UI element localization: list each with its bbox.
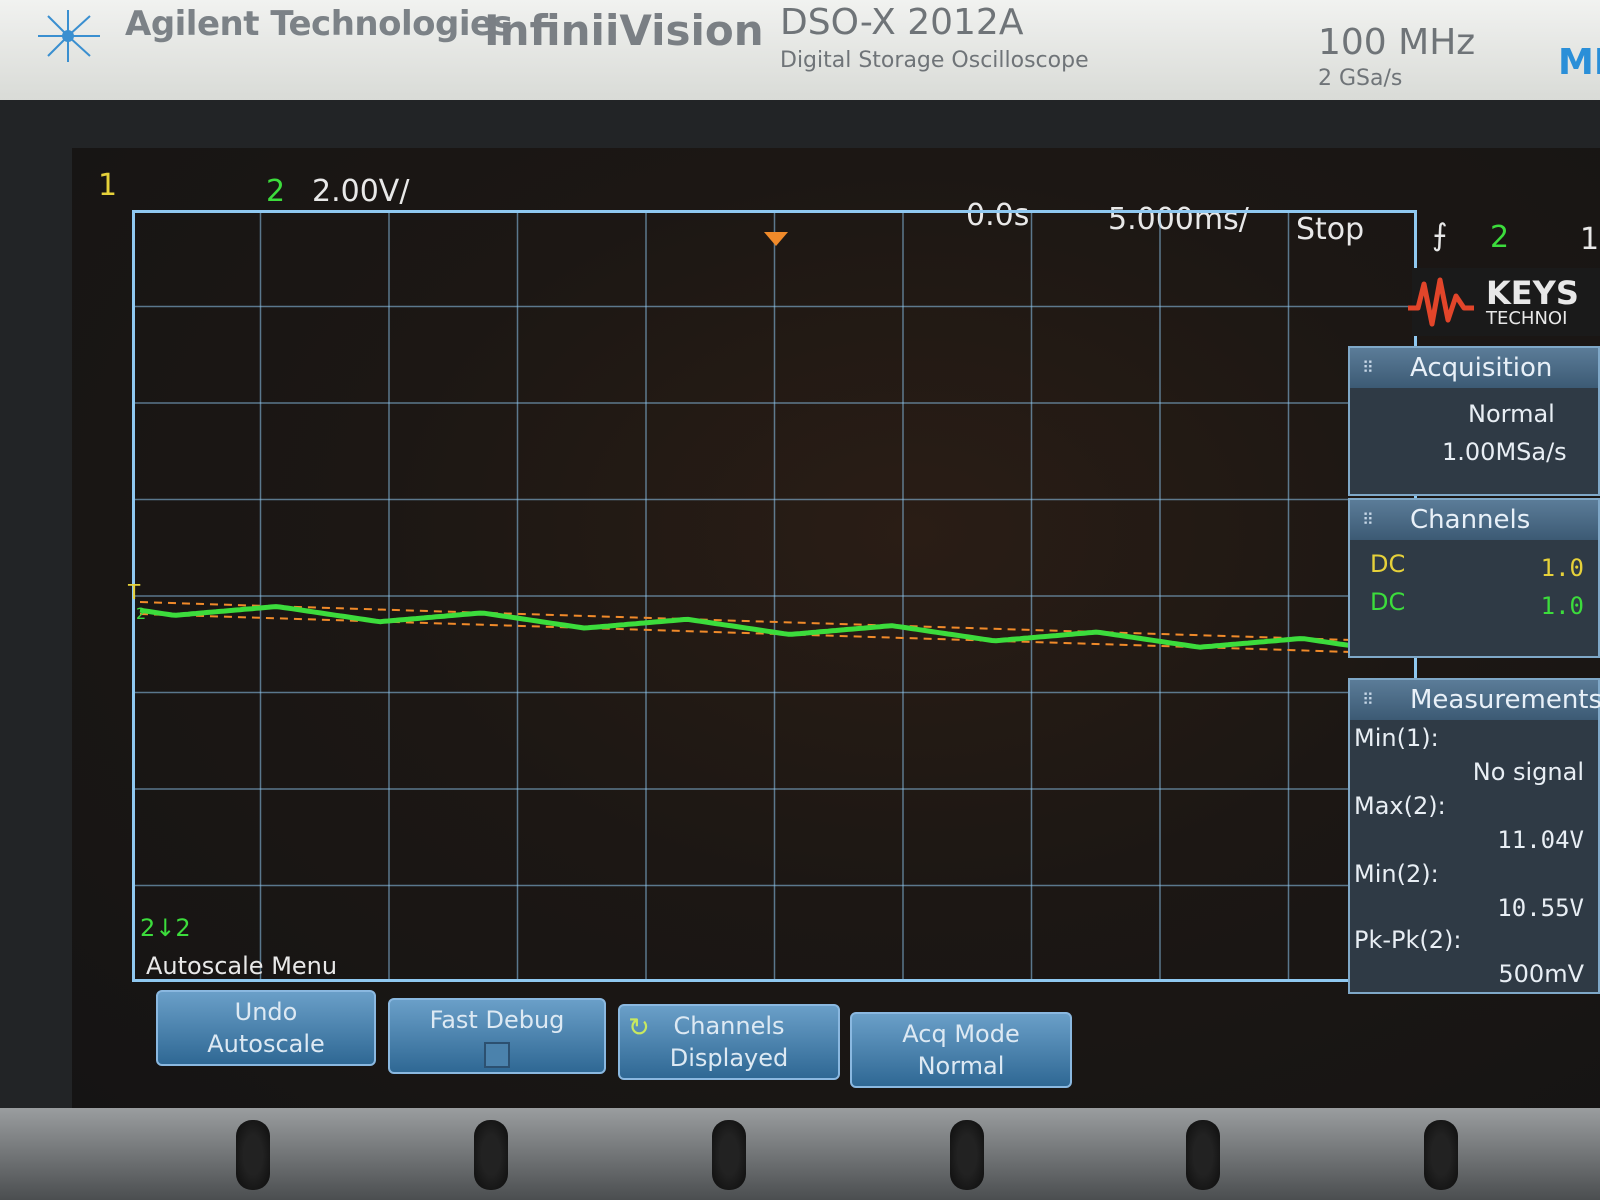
softkey-menu-title: Autoscale Menu	[146, 952, 338, 980]
grid-lines	[132, 210, 1417, 982]
channel-2-indicator[interactable]: 2	[266, 174, 286, 209]
measurements-title: Measurements	[1410, 685, 1600, 715]
softkey-label: Acq Mode	[902, 1020, 1020, 1048]
channel-2-ground-marker: 2	[136, 604, 147, 623]
trigger-source: 2	[1490, 220, 1510, 255]
hardware-softkey-1[interactable]	[236, 1120, 270, 1190]
measurements-panel[interactable]: ⠿ Measurements Min(1): No signal Max(2):…	[1348, 678, 1600, 994]
channels-title: Channels	[1410, 505, 1531, 535]
acquisition-rate: 1.00MSa/s	[1442, 438, 1567, 466]
softkey-label: Displayed	[669, 1044, 789, 1072]
info-sidebar: ⠿ Acquisition Normal 1.00MSa/s ⠿ Channel…	[1348, 262, 1600, 1002]
keysight-subtitle: TECHNOI	[1486, 308, 1568, 329]
trigger-level-label: T	[128, 580, 141, 604]
softkey-label: Autoscale	[207, 1030, 325, 1058]
trigger-position-marker	[764, 232, 788, 246]
channel-1-indicator[interactable]: 1	[98, 168, 118, 203]
trigger-level-partial: 1(	[1580, 222, 1600, 257]
acquisition-mode: Normal	[1468, 400, 1555, 428]
measurement-label: Min(2):	[1354, 860, 1439, 888]
trigger-level-line	[139, 601, 1416, 643]
measurement-value: 10.55V	[1497, 894, 1584, 922]
brand-name: Agilent Technologies	[125, 4, 513, 44]
acquisition-panel[interactable]: ⠿ Acquisition Normal 1.00MSa/s	[1348, 346, 1600, 496]
hardware-softkey-4[interactable]	[950, 1120, 984, 1190]
fast-debug-checkbox[interactable]	[484, 1042, 510, 1068]
traces	[139, 601, 1416, 656]
channel-2-offscreen-marker: 2↓2	[140, 914, 191, 942]
acq-mode-button[interactable]: Acq Mode Normal	[850, 1012, 1072, 1088]
keysight-wave-logo-icon	[1408, 277, 1474, 327]
hardware-softkey-2[interactable]	[474, 1120, 508, 1190]
run-state: Stop	[1296, 212, 1365, 247]
grip-icon: ⠿	[1362, 510, 1374, 529]
model-description: Digital Storage Oscilloscope	[780, 48, 1089, 73]
fast-debug-button[interactable]: Fast Debug	[388, 998, 606, 1074]
channels-panel-header: ⠿ Channels	[1350, 500, 1598, 540]
channel-1-coupling: DC	[1370, 550, 1406, 578]
measurement-label: Min(1):	[1354, 724, 1439, 752]
undo-autoscale-button[interactable]: Undo Autoscale	[156, 990, 376, 1066]
keysight-name: KEYS	[1486, 274, 1579, 312]
measurement-label: Max(2):	[1354, 792, 1446, 820]
menu-tag: ME	[1558, 42, 1600, 83]
instrument-bezel: Agilent Technologies InfiniiVision DSO-X…	[0, 0, 1600, 102]
channels-displayed-button[interactable]: ↻ Channels Displayed	[618, 1004, 840, 1080]
hardware-softkey-6[interactable]	[1424, 1120, 1458, 1190]
trigger-slope-icon: ⨍	[1432, 218, 1448, 253]
grip-icon: ⠿	[1362, 690, 1374, 709]
keysight-brand-box	[1408, 268, 1600, 336]
agilent-spark-logo-icon	[38, 10, 100, 62]
channel-2-scale: 2.00V/	[312, 174, 410, 209]
acquisition-panel-header: ⠿ Acquisition	[1350, 348, 1598, 388]
softkey-label: Fast Debug	[429, 1006, 565, 1034]
hardware-softkey-5[interactable]	[1186, 1120, 1220, 1190]
softkey-label: Normal	[917, 1052, 1005, 1080]
channel-1-value: 1.0	[1540, 554, 1584, 582]
measurement-value: 11.04V	[1497, 826, 1584, 854]
channel-2-coupling: DC	[1370, 588, 1406, 616]
channel-2-value: 1.0	[1540, 592, 1584, 620]
grip-icon: ⠿	[1362, 358, 1374, 377]
measurements-panel-header: ⠿ Measurements	[1350, 680, 1600, 720]
horizontal-position: 0.0s	[966, 198, 1030, 233]
softkey-label: Channels	[673, 1012, 785, 1040]
model-number: DSO-X 2012A	[780, 2, 1024, 43]
measurement-value: 500mV	[1498, 960, 1584, 988]
horizontal-scale: 5.000ms/	[1108, 202, 1249, 237]
bandwidth-label: 100 MHz	[1318, 22, 1476, 63]
measurement-label: Pk-Pk(2):	[1354, 926, 1462, 954]
acquisition-title: Acquisition	[1410, 353, 1553, 383]
waveform-display	[132, 210, 1417, 982]
sample-rate-label: 2 GSa/s	[1318, 66, 1403, 91]
softkey-label: Undo	[234, 998, 298, 1026]
rotate-knob-icon: ↻	[628, 1013, 650, 1043]
product-series: InfiniiVision	[484, 6, 764, 55]
hardware-softkey-3[interactable]	[712, 1120, 746, 1190]
channels-panel[interactable]: ⠿ Channels DC 1.0 DC 1.0	[1348, 498, 1600, 658]
measurement-value: No signal	[1472, 758, 1584, 786]
channel-2-trace	[139, 604, 1413, 656]
